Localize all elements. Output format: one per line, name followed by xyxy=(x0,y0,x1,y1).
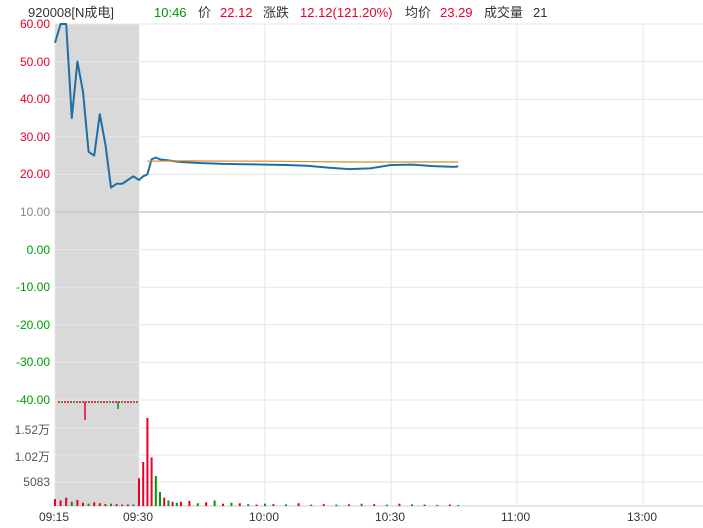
volume-value: 21 xyxy=(533,5,548,20)
volume-bar xyxy=(272,504,275,506)
time-tick-label: 13:00 xyxy=(627,510,658,524)
price-label: 价 xyxy=(198,5,212,20)
volume-bar xyxy=(448,504,451,506)
volume-bar xyxy=(76,499,79,506)
volume-bar xyxy=(163,497,166,506)
volume-label: 成交量 xyxy=(484,5,524,20)
volume-bar xyxy=(297,503,300,506)
volume-bar xyxy=(180,501,182,506)
volume-bar xyxy=(436,504,439,506)
volume-bar xyxy=(411,504,413,506)
volume-bar xyxy=(322,504,325,506)
volume-bar xyxy=(360,503,363,506)
volume-bar xyxy=(238,503,241,506)
volume-tick-label: 1.02万 xyxy=(14,450,50,464)
volume-bar xyxy=(126,504,129,506)
price-tick-label: 50.00 xyxy=(19,54,50,69)
volume-bar xyxy=(138,478,140,506)
volume-bar xyxy=(385,504,388,506)
avg-price-value: 23.29 xyxy=(440,5,473,20)
volume-bar xyxy=(150,457,153,506)
volume-bar xyxy=(115,504,118,506)
volume-bar xyxy=(335,504,338,506)
time-tick-label: 10:30 xyxy=(375,510,406,524)
volume-bar xyxy=(98,503,101,506)
volume-bar xyxy=(65,497,68,506)
price-value: 22.12 xyxy=(220,5,253,20)
change-label: 涨跌 xyxy=(263,5,290,20)
volume-bar xyxy=(247,504,250,506)
volume-bar xyxy=(285,504,287,506)
volume-bar xyxy=(54,499,56,506)
volume-bar xyxy=(82,502,84,506)
volume-bar xyxy=(154,475,157,506)
price-tick-label: -40.00 xyxy=(15,393,50,407)
volume-bar xyxy=(146,418,149,506)
price-tick-label: -10.00 xyxy=(15,280,50,295)
pre-market-shade xyxy=(55,24,139,506)
volume-bar xyxy=(70,501,73,506)
volume-bar xyxy=(205,502,208,506)
quote-time: 10:46 xyxy=(154,5,187,20)
price-tick-label: 40.00 xyxy=(19,92,50,107)
avg-price-label: 均价 xyxy=(405,5,432,20)
volume-bar xyxy=(121,504,124,506)
price-tick-label: -30.00 xyxy=(15,355,50,370)
time-tick-label: 09:30 xyxy=(123,510,154,524)
volume-bar xyxy=(93,502,96,506)
price-tick-label: 30.00 xyxy=(19,129,50,144)
volume-bar xyxy=(110,503,112,506)
volume-tick-label: 1.52万 xyxy=(14,423,50,437)
volume-bar xyxy=(104,504,107,506)
price-tick-label: 0.00 xyxy=(26,242,50,257)
price-tick-label: 60.00 xyxy=(19,17,50,31)
volume-bar xyxy=(196,503,199,506)
price-tick-label: 10.00 xyxy=(19,205,50,219)
volume-bar xyxy=(348,504,350,506)
price-tick-label: -20.00 xyxy=(15,317,50,332)
volume-bar xyxy=(132,504,135,506)
volume-bar xyxy=(222,503,224,506)
volume-bar xyxy=(255,504,258,506)
volume-tick-label: 5083 xyxy=(23,475,50,489)
stock-code-name: 920008[N成电] xyxy=(28,5,114,20)
volume-bar xyxy=(142,462,145,506)
volume-bar xyxy=(457,505,460,507)
volume-bar xyxy=(373,504,376,506)
volume-bar xyxy=(167,500,170,506)
time-tick-label: 09:15 xyxy=(39,510,70,524)
time-tick-label: 11:00 xyxy=(501,510,531,524)
volume-bar xyxy=(213,500,216,506)
volume-bar xyxy=(310,504,313,506)
volume-bar xyxy=(171,501,174,506)
price-line xyxy=(54,23,459,189)
volume-bar xyxy=(398,503,401,506)
volume-bar xyxy=(230,502,233,506)
price-tick-label: 20.00 xyxy=(19,167,50,182)
volume-bar xyxy=(159,492,161,506)
volume-bar xyxy=(175,502,178,506)
volume-bar xyxy=(264,503,266,506)
volume-bar xyxy=(59,500,62,506)
quote-info-bar: 920008[N成电] 10:46 价 22.12 涨跌 12.12(121.2… xyxy=(0,0,703,26)
volume-bar xyxy=(188,500,191,506)
volume-bar xyxy=(423,504,426,506)
average-price-line xyxy=(147,160,459,163)
time-tick-label: 10:00 xyxy=(249,510,280,524)
change-value: 12.12(121.20%) xyxy=(300,5,393,20)
volume-bar xyxy=(87,503,90,506)
